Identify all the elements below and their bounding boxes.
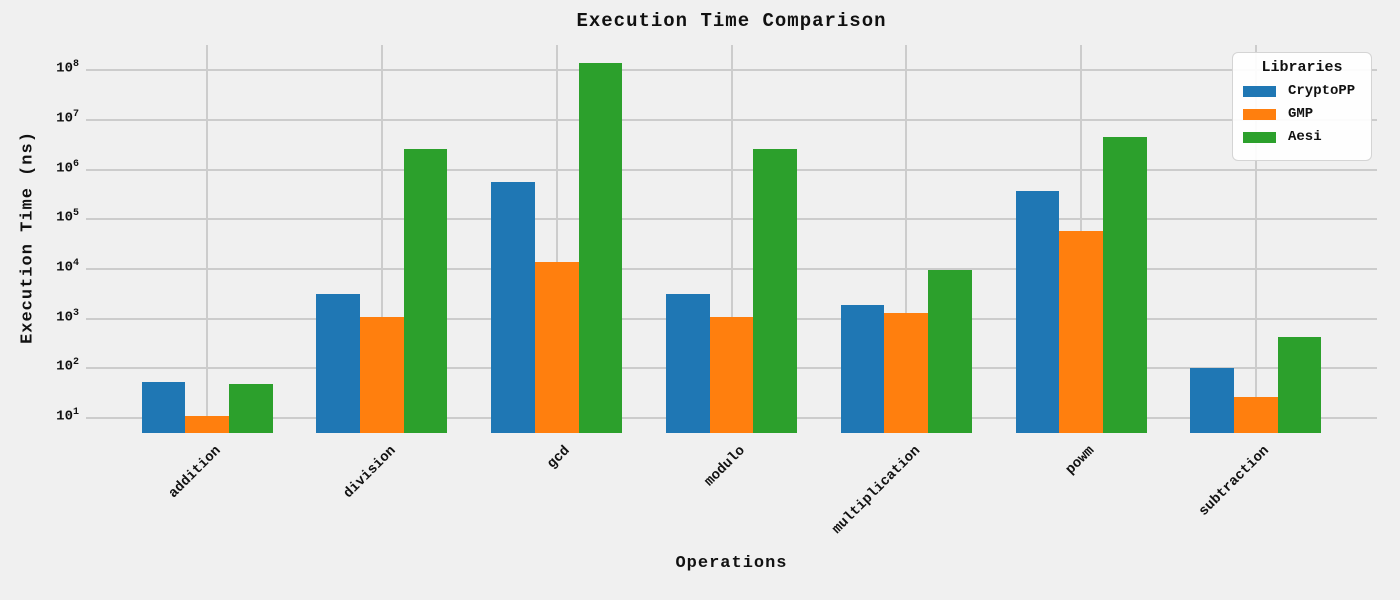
bar-cryptopp-multiplication <box>840 304 885 433</box>
v-gridline-subtraction <box>1254 45 1257 433</box>
legend-label-gmp: GMP <box>1288 106 1314 122</box>
legend-swatch-cryptopp <box>1243 85 1276 97</box>
y-tick-label-10e7: 107 <box>56 108 79 127</box>
x-axis-label: Operations <box>675 554 788 573</box>
y-tick-label-10e2: 102 <box>56 357 79 375</box>
chart-title: Execution Time Comparison <box>576 10 887 32</box>
bar-cryptopp-gcd <box>491 182 535 433</box>
bar-cryptopp-powm <box>1015 190 1060 433</box>
plot-area: 101 102 103 104 105 106 107 108 addition division… <box>56 45 1377 537</box>
y-tick-label-10e8: 108 <box>56 59 79 77</box>
bar-cryptopp-division <box>316 294 361 433</box>
bar-cryptopp-subtraction <box>1190 367 1234 433</box>
x-tick-label-subtraction: subtraction <box>1196 443 1274 520</box>
legend-entry-aesi: Aesi <box>1243 129 1361 145</box>
legend-label-cryptopp: CryptoPP <box>1288 83 1356 99</box>
x-tick-label-powm: powm <box>1063 443 1099 479</box>
x-tick-label-gcd: gcd <box>544 443 575 473</box>
y-axis-label: Execution Time (ns) <box>18 131 38 344</box>
bar-gmp-addition <box>185 415 229 433</box>
x-tick-label-addition: addition <box>165 443 225 502</box>
legend-entry-gmp: GMP <box>1243 106 1361 122</box>
legend-swatch-gmp <box>1243 108 1276 120</box>
bar-aesi-powm <box>1102 137 1147 433</box>
x-tick-label-multiplication: multiplication <box>829 443 924 538</box>
y-tick-label-10e5: 105 <box>56 208 79 226</box>
v-gridline-multiplication <box>905 45 908 433</box>
bar-gmp-multiplication <box>884 312 929 433</box>
legend-swatch-aesi <box>1243 131 1276 143</box>
y-tick-label-10e4: 104 <box>56 257 79 276</box>
bar-aesi-gcd <box>578 62 623 433</box>
bar-aesi-modulo <box>753 148 798 433</box>
legend-title: Libraries <box>1261 59 1343 76</box>
v-gridline-gcd <box>555 45 558 433</box>
y-tick-label-10e1: 101 <box>56 407 79 425</box>
legend-label-aesi: Aesi <box>1288 129 1322 145</box>
bar-aesi-division <box>403 149 448 433</box>
bar-gmp-gcd <box>534 261 579 433</box>
x-tick-label-division: division <box>340 443 400 502</box>
bar-gmp-division <box>360 317 404 433</box>
v-gridline-modulo <box>730 45 733 433</box>
bar-cryptopp-addition <box>141 382 186 433</box>
v-gridline-division <box>380 45 383 433</box>
bar-gmp-powm <box>1059 230 1103 433</box>
v-gridline-addition <box>206 45 209 433</box>
bar-gmp-subtraction <box>1234 396 1278 433</box>
y-tick-label-10e3: 103 <box>56 307 79 326</box>
legend-entry-cryptopp: CryptoPP <box>1243 83 1361 99</box>
bar-aesi-subtraction <box>1277 336 1322 433</box>
x-tick-label-modulo: modulo <box>701 443 749 490</box>
bar-aesi-multiplication <box>928 270 972 433</box>
legend: Libraries CryptoPP GMP Aesi <box>1232 52 1372 161</box>
bar-cryptopp-modulo <box>665 293 710 433</box>
bar-aesi-addition <box>228 384 273 433</box>
bar-gmp-modulo <box>709 317 754 433</box>
y-tick-label-10e6: 106 <box>56 158 79 177</box>
